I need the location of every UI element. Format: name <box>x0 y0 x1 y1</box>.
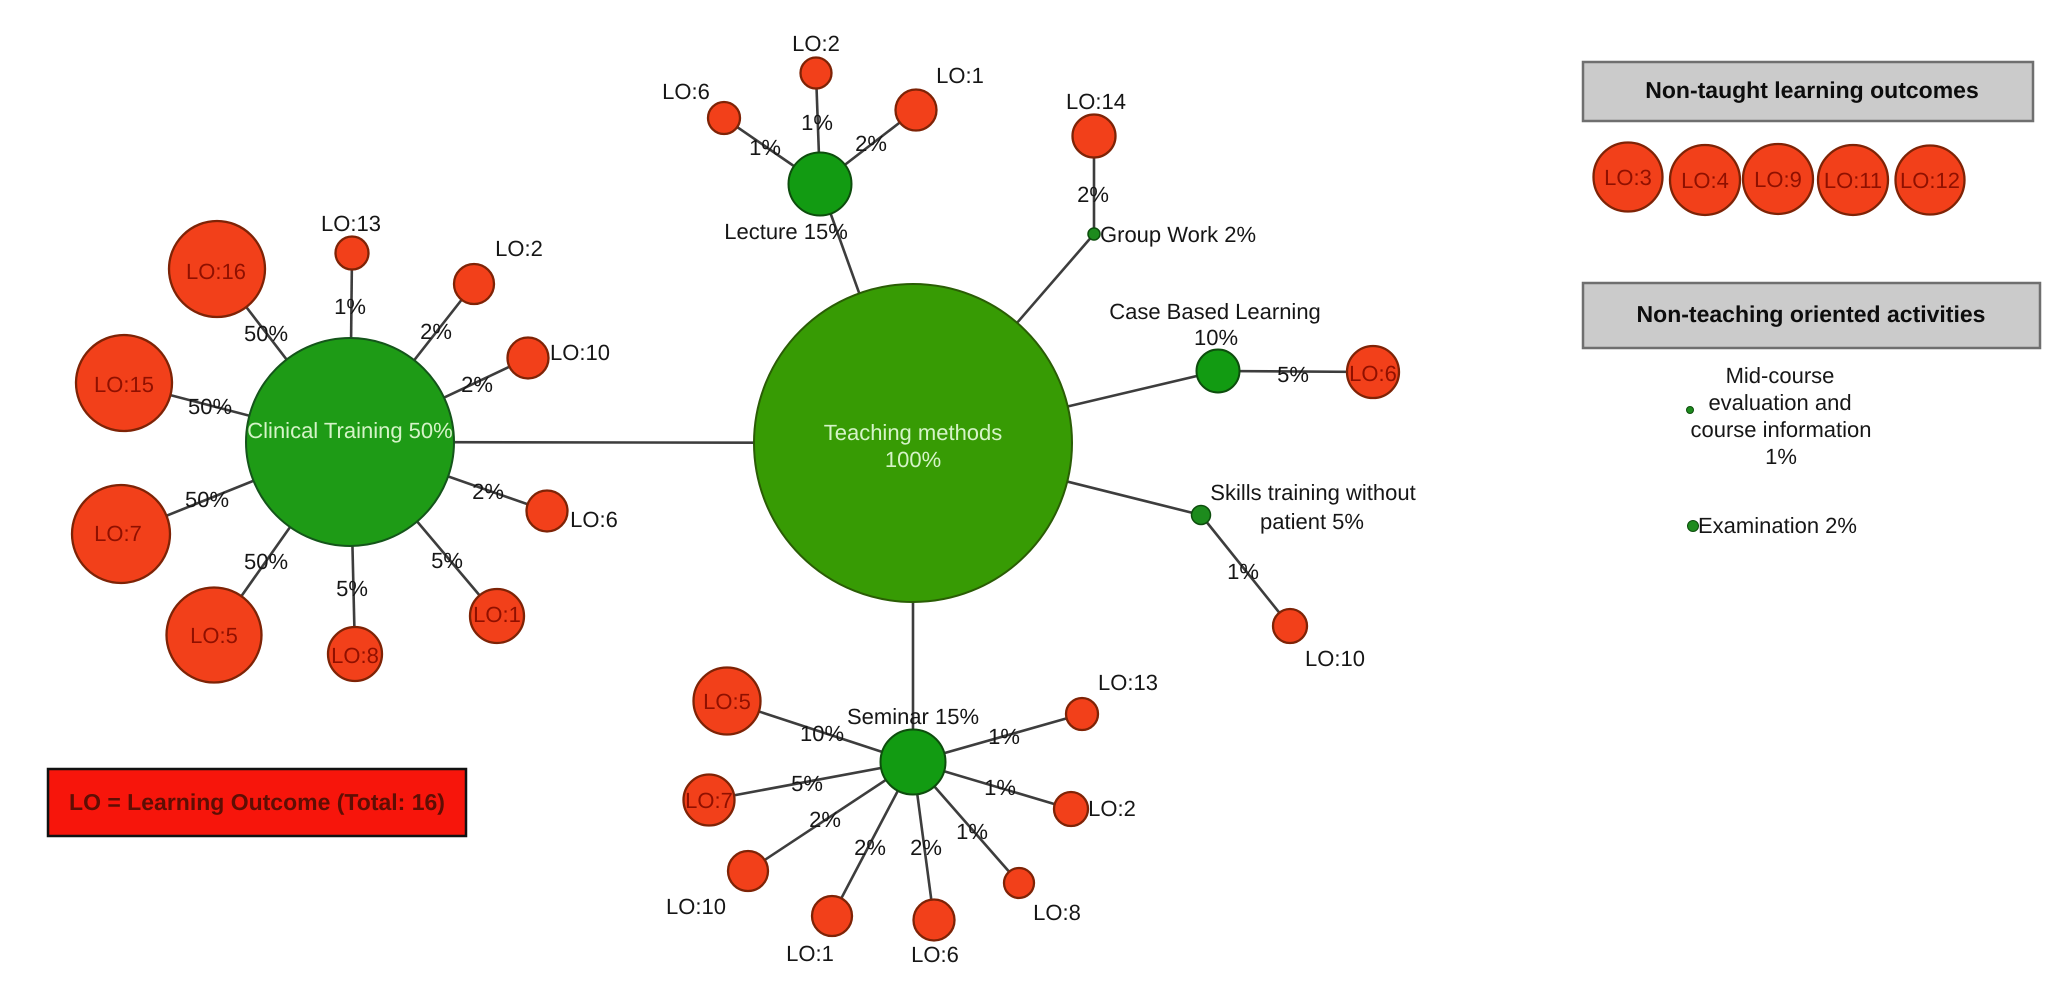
svg-text:5%: 5% <box>1277 362 1309 387</box>
svg-text:2%: 2% <box>420 319 452 344</box>
svg-text:2%: 2% <box>854 835 886 860</box>
svg-text:2%: 2% <box>855 131 887 156</box>
svg-text:Group Work 2%: Group Work 2% <box>1100 222 1256 247</box>
svg-text:Non-taught learning outcomes: Non-taught learning outcomes <box>1645 77 1979 103</box>
svg-text:Lecture 15%: Lecture 15% <box>724 219 848 244</box>
svg-text:LO:12: LO:12 <box>1900 168 1960 193</box>
svg-text:Skills training without: Skills training without <box>1210 480 1415 505</box>
svg-text:LO:10: LO:10 <box>666 894 726 919</box>
svg-text:LO:6: LO:6 <box>911 942 959 967</box>
svg-text:LO:6: LO:6 <box>570 507 618 532</box>
svg-text:1%: 1% <box>801 110 833 135</box>
svg-text:LO:10: LO:10 <box>1305 646 1365 671</box>
svg-text:50%: 50% <box>188 394 232 419</box>
svg-text:LO:3: LO:3 <box>1604 165 1652 190</box>
svg-text:2%: 2% <box>910 835 942 860</box>
svg-text:50%: 50% <box>244 549 288 574</box>
svg-text:Non-teaching oriented activiti: Non-teaching oriented activities <box>1637 301 1986 327</box>
svg-text:50%: 50% <box>244 321 288 346</box>
svg-text:LO:16: LO:16 <box>186 259 246 284</box>
svg-text:1%: 1% <box>1765 444 1797 469</box>
svg-text:2%: 2% <box>472 479 504 504</box>
svg-text:2%: 2% <box>461 372 493 397</box>
svg-text:LO:2: LO:2 <box>792 31 840 56</box>
svg-text:course information: course information <box>1691 417 1872 442</box>
svg-text:10%: 10% <box>800 721 844 746</box>
svg-text:LO:7: LO:7 <box>94 521 142 546</box>
svg-text:50%: 50% <box>185 487 229 512</box>
svg-text:Teaching methods: Teaching methods <box>824 420 1003 445</box>
svg-text:1%: 1% <box>984 775 1016 800</box>
svg-text:100%: 100% <box>885 447 941 472</box>
svg-text:5%: 5% <box>791 771 823 796</box>
svg-text:LO:13: LO:13 <box>1098 670 1158 695</box>
svg-text:LO:6: LO:6 <box>1349 361 1397 386</box>
svg-text:1%: 1% <box>1227 559 1259 584</box>
svg-text:LO:11: LO:11 <box>1824 168 1882 193</box>
svg-text:LO:8: LO:8 <box>331 643 379 668</box>
svg-text:LO:2: LO:2 <box>495 236 543 261</box>
svg-text:evaluation and: evaluation and <box>1708 390 1851 415</box>
svg-text:1%: 1% <box>956 819 988 844</box>
svg-text:5%: 5% <box>336 576 368 601</box>
svg-text:LO:10: LO:10 <box>550 340 610 365</box>
svg-text:LO:1: LO:1 <box>936 63 984 88</box>
svg-text:LO:13: LO:13 <box>321 211 381 236</box>
svg-text:LO:7: LO:7 <box>685 788 733 813</box>
svg-text:LO = Learning Outcome (Total:: LO = Learning Outcome (Total: 16) <box>69 789 445 815</box>
svg-text:1%: 1% <box>988 724 1020 749</box>
svg-text:1%: 1% <box>334 294 366 319</box>
svg-text:LO:1: LO:1 <box>473 602 521 627</box>
svg-text:5%: 5% <box>431 548 463 573</box>
svg-text:LO:5: LO:5 <box>703 689 751 714</box>
svg-text:LO:4: LO:4 <box>1681 168 1729 193</box>
svg-text:LO:6: LO:6 <box>662 79 710 104</box>
svg-text:LO:8: LO:8 <box>1033 900 1081 925</box>
svg-text:patient 5%: patient 5% <box>1260 509 1364 534</box>
svg-text:Clinical Training 50%: Clinical Training 50% <box>247 418 452 443</box>
svg-text:Mid-course: Mid-course <box>1726 363 1835 388</box>
svg-text:LO:15: LO:15 <box>94 372 154 397</box>
svg-text:LO:5: LO:5 <box>190 623 238 648</box>
svg-text:Case Based Learning: Case Based Learning <box>1109 299 1321 324</box>
svg-text:LO:1: LO:1 <box>786 941 834 966</box>
svg-text:LO:2: LO:2 <box>1088 796 1136 821</box>
svg-text:10%: 10% <box>1194 325 1238 350</box>
svg-text:1%: 1% <box>749 135 781 160</box>
svg-text:LO:9: LO:9 <box>1754 167 1802 192</box>
svg-text:Seminar 15%: Seminar 15% <box>847 704 979 729</box>
svg-text:Examination 2%: Examination 2% <box>1698 513 1857 538</box>
svg-text:LO:14: LO:14 <box>1066 89 1126 114</box>
svg-text:2%: 2% <box>1077 182 1109 207</box>
svg-text:2%: 2% <box>809 807 841 832</box>
